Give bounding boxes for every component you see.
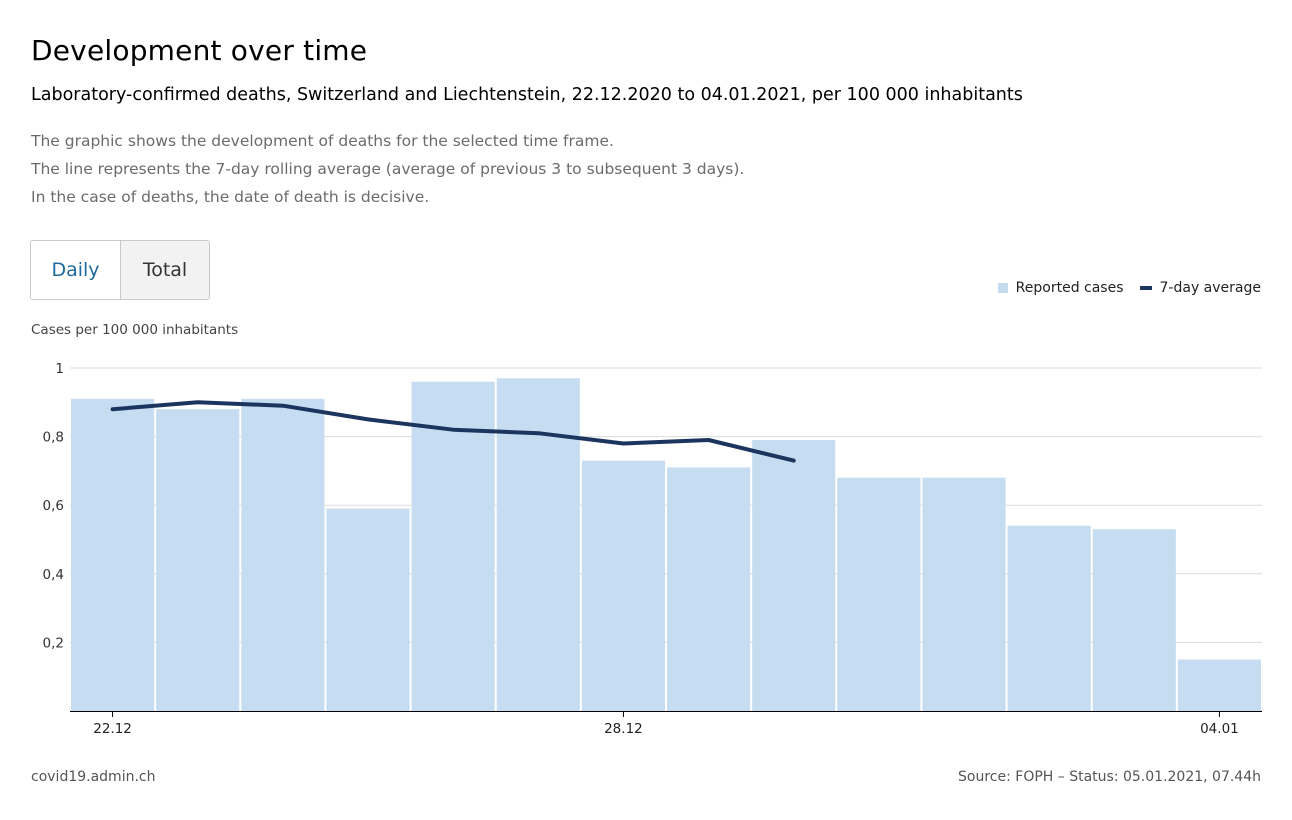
x-tick-label: 28.12 <box>604 721 643 737</box>
y-tick-label: 0,6 <box>43 498 64 514</box>
site-credit: covid19.admin.ch <box>31 769 156 785</box>
description: The graphic shows the development of dea… <box>31 127 744 211</box>
legend-item-average[interactable]: 7-day average <box>1139 280 1261 296</box>
y-tick-label: 0,8 <box>43 430 64 446</box>
description-line: The graphic shows the development of dea… <box>31 132 614 150</box>
daily-tab[interactable]: Daily <box>31 241 120 299</box>
bar <box>496 378 580 711</box>
bar <box>326 508 410 711</box>
legend-swatch-bar <box>997 283 1008 293</box>
bar <box>156 409 240 711</box>
x-tick-label: 04.01 <box>1200 721 1239 737</box>
description-line: In the case of deaths, the date of death… <box>31 188 430 206</box>
description-line: The line represents the 7-day rolling av… <box>31 160 745 178</box>
bar <box>1177 659 1261 711</box>
bar <box>837 477 921 711</box>
bar <box>1092 529 1176 711</box>
legend-label: 7-day average <box>1159 280 1261 296</box>
view-toggle: Daily Total <box>30 240 210 300</box>
bar <box>922 477 1006 711</box>
bar <box>71 398 155 711</box>
bar <box>411 381 495 711</box>
legend-label: Reported cases <box>1015 280 1124 296</box>
y-axis-label: Cases per 100 000 inhabitants <box>31 322 239 338</box>
bar <box>667 467 751 711</box>
chart-subtitle: Laboratory-confirmed deaths, Switzerland… <box>31 85 1023 105</box>
y-tick-label: 1 <box>55 361 64 377</box>
legend-swatch-line <box>1139 286 1152 290</box>
bar <box>241 398 325 711</box>
chart-legend: Reported cases 7-day average <box>982 280 1261 296</box>
seven-day-average-line <box>110 400 796 463</box>
source-status: Source: FOPH – Status: 05.01.2021, 07.44… <box>958 769 1261 785</box>
bar <box>581 460 665 711</box>
total-tab[interactable]: Total <box>120 241 209 299</box>
y-tick-label: 0,4 <box>43 567 64 583</box>
bar <box>752 440 836 711</box>
y-tick-label: 0,2 <box>43 635 64 651</box>
page-title: Development over time <box>31 34 368 67</box>
legend-item-reported[interactable]: Reported cases <box>997 280 1124 296</box>
bar <box>1007 525 1091 711</box>
x-tick-label: 22.12 <box>93 721 132 737</box>
